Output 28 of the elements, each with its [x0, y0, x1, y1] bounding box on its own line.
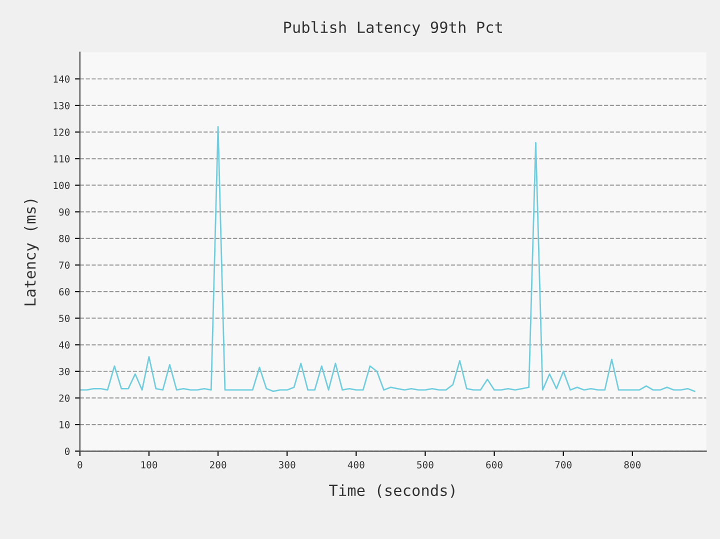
y-tick-label: 60 [59, 288, 70, 296]
y-tick-label: 40 [58, 341, 70, 349]
x-tick-label: 400 [348, 461, 364, 468]
y-tick-label: 20 [59, 394, 70, 402]
x-tick-label: 500 [417, 461, 434, 468]
x-tick-label: 800 [624, 461, 641, 468]
y-axis-title: Latency (ms) [24, 200, 39, 306]
y-tick-label: 70 [59, 262, 70, 269]
y-tick-label: 10 [60, 421, 70, 428]
y-tick-label: 110 [54, 155, 70, 163]
line-series [80, 126, 696, 392]
y-tick-label: 100 [54, 182, 70, 190]
y-tick-label: 50 [59, 314, 70, 322]
x-tick-label: 700 [555, 461, 572, 468]
y-tick-label: 30 [59, 368, 70, 376]
y-tick-label: 120 [54, 128, 70, 136]
x-axis-title: Time (seconds) [329, 484, 454, 498]
chart-title: Publish Latency 99th Pct [284, 21, 502, 36]
y-tick-label: 0 [64, 448, 70, 455]
y-tick-label: 140 [54, 75, 70, 83]
y-tick-label: 130 [54, 102, 70, 110]
x-tick-label: 100 [141, 461, 158, 468]
x-tick-label: 300 [278, 461, 296, 468]
y-tick-label: 80 [59, 234, 70, 242]
x-tick-label: 0 [78, 461, 82, 468]
x-tick-label: 200 [210, 461, 226, 468]
y-tick-label: 90 [59, 208, 70, 216]
x-tick-label: 600 [486, 461, 502, 468]
